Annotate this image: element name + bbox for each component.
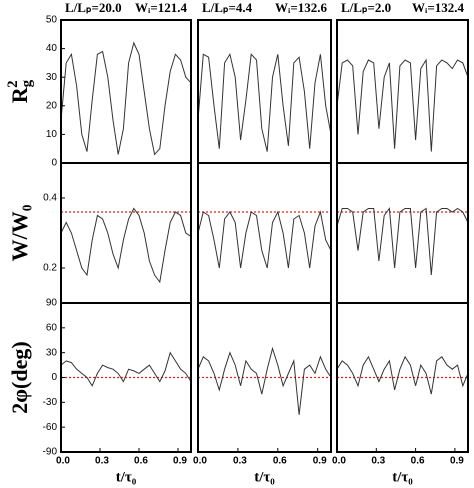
y-tick-label: 20 [46,100,58,111]
panel-frame [336,19,469,164]
y-tick-label: 60 [46,322,58,333]
y-axis-label-main: R [7,86,32,103]
panel-frame [197,162,332,304]
panel-frame [336,162,469,304]
y-tick-label: 0 [51,372,57,383]
y-tick-label: 0 [51,158,57,169]
panel-frame [197,302,332,453]
x-tick-label: 0.3 [95,456,109,467]
x-tick-label: 0.9 [450,456,464,467]
y-tick-label: -30 [43,397,58,408]
panel-frame [60,162,192,304]
data-line [197,210,332,269]
y-axis-label-sup: 2 [5,80,21,88]
x-tick-label: 0.6 [134,456,148,467]
y-tick-label: 0.2 [43,263,57,274]
x-axis-label: t/τ₀ [254,469,275,485]
x-tick-label: 0.0 [193,456,207,467]
panel-frame [336,302,469,453]
panel-subtitle: Wᵢ=132.4 [412,0,464,15]
y-axis-label: Rg2 [5,79,35,103]
data-line [336,58,469,152]
y-axis-label: W/W₀ [7,204,32,261]
data-line [336,355,469,395]
y-tick-label: 30 [46,72,58,83]
x-tick-label: 0.9 [173,456,187,467]
panel-subtitle: Wᵢ=132.6 [275,0,327,15]
x-tick-label: 0.6 [273,456,287,467]
data-line [197,346,332,415]
y-tick-label: 90 [46,298,58,309]
y-tick-label: 50 [46,15,58,26]
y-tick-label: -60 [43,422,58,433]
x-axis-label: t/τ₀ [116,469,137,485]
data-line [336,207,469,276]
x-tick-label: 0.3 [371,456,385,467]
panel-title: L/Lₚ=4.4 [202,0,253,15]
x-axis-label: t/τ₀ [392,469,413,485]
y-tick-label: 10 [46,129,58,140]
x-tick-label: 0.3 [233,456,247,467]
y-tick-label: 40 [46,43,58,54]
panel-subtitle: Wᵢ=121.4 [135,0,187,15]
x-tick-label: 0.9 [313,456,327,467]
panel-title: L/Lₚ=2.0 [341,0,391,15]
y-tick-label: 0.4 [43,193,57,204]
y-axis-label: 2φ(deg) [7,341,32,413]
y-tick-label: 30 [46,347,58,358]
x-tick-label: 0.0 [332,456,346,467]
data-line [60,207,192,284]
data-line [60,351,192,387]
panel-title: L/Lₚ=20.0 [65,0,122,15]
y-tick-label: -90 [43,447,58,458]
y-axis-label-sub: g [19,79,35,87]
x-tick-label: 0.0 [56,456,70,467]
data-line [197,53,332,152]
data-line [60,41,192,156]
x-tick-label: 0.6 [411,456,425,467]
